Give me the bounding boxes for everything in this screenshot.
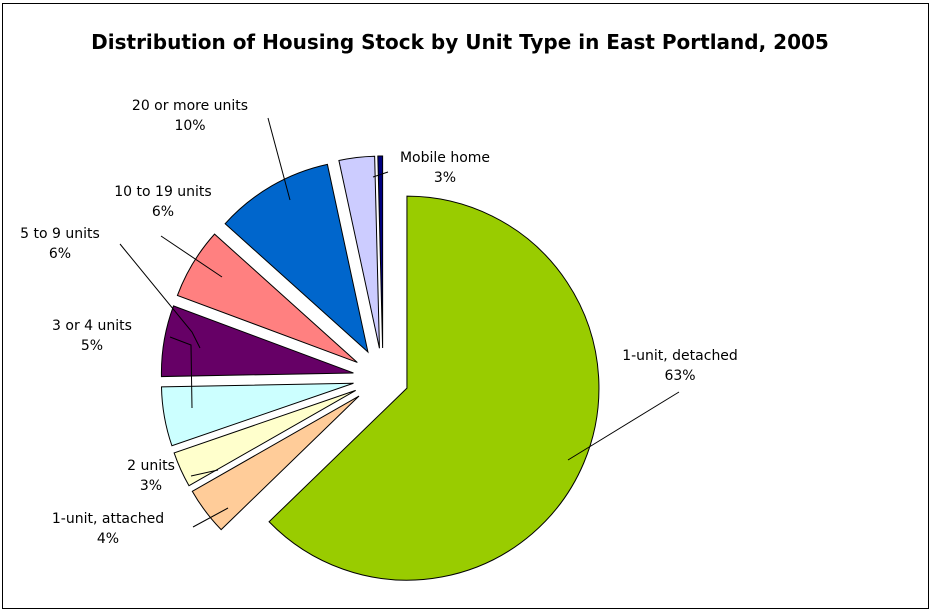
leader-line-7	[267, 117, 291, 201]
leader-line-1	[567, 391, 680, 461]
slice-label-6: 10 to 19 units 6%	[114, 184, 211, 220]
leader-line-6	[160, 235, 223, 278]
leader-line-5	[119, 243, 201, 349]
slice-label-8: Mobile home 3%	[400, 150, 490, 186]
slice-percent-label: 5%	[81, 338, 103, 354]
slice-percent-label: 6%	[49, 246, 71, 262]
pie-slice-5	[160, 305, 354, 378]
slice-label-1: 1-unit, detached 63%	[622, 348, 738, 384]
slice-percent-label: 3%	[434, 170, 456, 186]
slice-percent-label: 3%	[140, 478, 162, 494]
pie-slice-9	[377, 155, 384, 349]
pie-slice-1	[268, 195, 600, 581]
slice-category-label: 3 or 4 units	[52, 318, 132, 334]
leader-line-2	[192, 507, 229, 528]
slice-percent-label: 4%	[97, 531, 119, 547]
pie-slice-4	[160, 382, 354, 447]
slice-category-label: 20 or more units	[132, 98, 248, 114]
slice-label-7: 20 or more units 10%	[132, 98, 248, 134]
slice-label-4: 3 or 4 units 5%	[52, 318, 132, 354]
leader-line-8	[372, 171, 389, 178]
slice-percent-label: 10%	[174, 118, 205, 134]
slice-percent-label: 6%	[152, 204, 174, 220]
slice-category-label: 1-unit, detached	[622, 348, 738, 364]
slice-label-2: 1-unit, attached 4%	[52, 511, 164, 547]
pie-slice-6	[176, 233, 358, 363]
slice-label-3: 2 units 3%	[127, 458, 175, 494]
slice-category-label: Mobile home	[400, 150, 490, 166]
pie-slice-7	[224, 163, 369, 354]
pie-slice-8	[338, 155, 380, 349]
slice-percent-label: 63%	[664, 368, 695, 384]
pie-slice-3	[173, 389, 356, 487]
leader-line-4	[169, 336, 193, 409]
leader-line-3	[190, 469, 219, 477]
slice-category-label: 1-unit, attached	[52, 511, 164, 527]
slice-category-label: 5 to 9 units	[20, 226, 100, 242]
slice-category-label: 10 to 19 units	[114, 184, 211, 200]
chart-title: Distribution of Housing Stock by Unit Ty…	[91, 30, 829, 54]
pie-slice-2	[191, 395, 360, 531]
slice-label-5: 5 to 9 units 6%	[20, 226, 100, 262]
slice-category-label: 2 units	[127, 458, 175, 474]
